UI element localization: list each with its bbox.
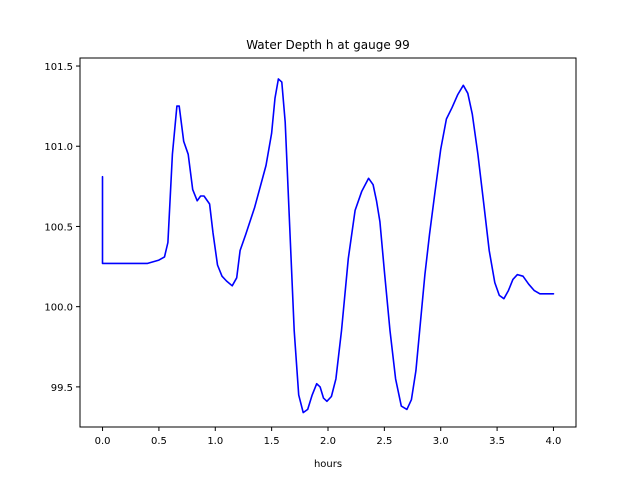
y-tick-label: 100.0 [44, 303, 73, 314]
y-tick-label: 101.5 [44, 62, 73, 73]
x-tick-label: 0.5 [151, 436, 167, 447]
chart-title: Water Depth h at gauge 99 [246, 38, 410, 52]
y-tick-label: 100.5 [44, 222, 73, 233]
x-tick-label: 4.0 [546, 436, 562, 447]
x-axis-label: hours [314, 459, 342, 470]
x-tick-label: 0.0 [95, 436, 111, 447]
axes-frame [79, 57, 577, 428]
series-line [101, 78, 555, 414]
plot-area [101, 78, 555, 414]
y-tick-label: 101.0 [44, 142, 73, 153]
x-tick-label: 3.0 [433, 436, 449, 447]
x-tick-label: 1.5 [264, 436, 280, 447]
x-tick-label: 2.0 [320, 436, 336, 447]
y-tick-label: 99.5 [51, 383, 73, 394]
axis-ticks: 0.0 0.5 1.0 1.5 2.0 2.5 3.0 3.5 4.0 99.5 100.0 100.… [44, 62, 561, 447]
x-tick-label: 1.0 [207, 436, 223, 447]
x-tick-label: 2.5 [376, 436, 392, 447]
x-tick-label: 3.5 [489, 436, 505, 447]
